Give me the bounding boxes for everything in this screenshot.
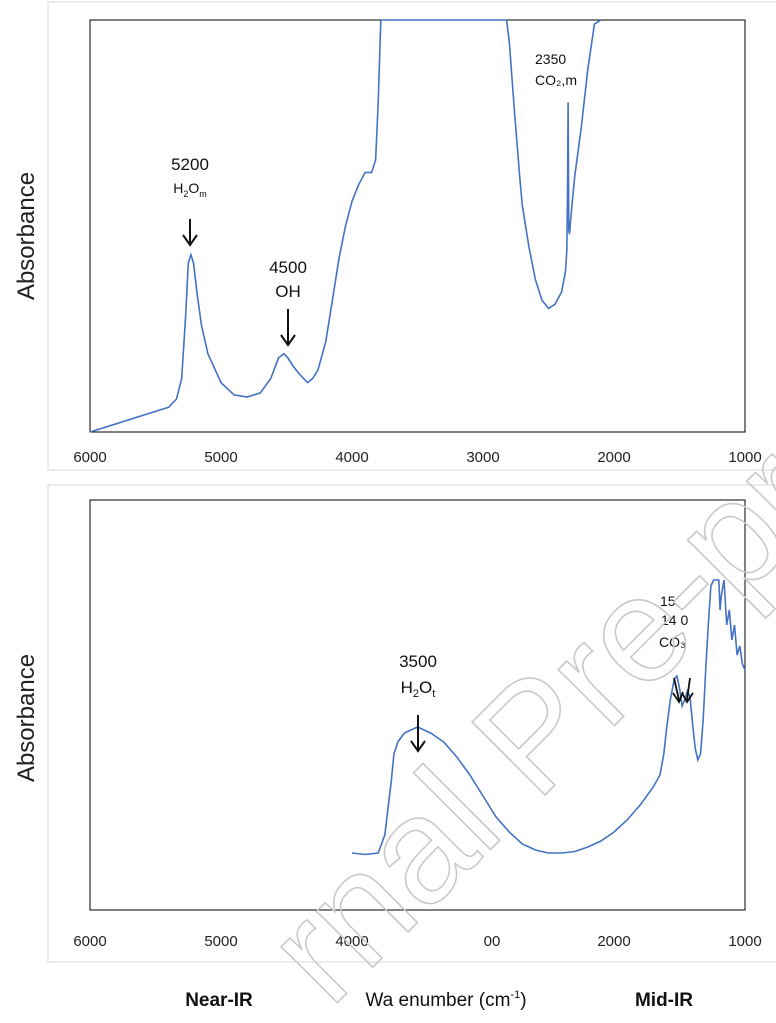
plot-area-top xyxy=(89,19,746,433)
tick-label: 5000 xyxy=(204,449,237,466)
tick-label: 3000 xyxy=(466,449,499,466)
watermark: rnal Pre-proof xyxy=(234,265,776,1023)
annotation-species: CO₂,m xyxy=(535,72,577,88)
tick-label: 2000 xyxy=(597,449,630,466)
tick-label: 1000 xyxy=(728,933,761,950)
x-ticks-top: 6000 5000 4000 3000 2000 1000 xyxy=(73,449,761,466)
arrow-head xyxy=(681,692,694,704)
annotation-4500: 4500 OH xyxy=(269,258,307,347)
tick-label: 4000 xyxy=(335,449,368,466)
annotation-3500: 3500 H2Ot xyxy=(399,652,437,753)
panel-border-top xyxy=(47,1,776,471)
arrow-shaft xyxy=(673,677,680,701)
plot-area-bottom xyxy=(89,499,746,911)
tick-label: 00 xyxy=(484,933,501,950)
annotation-carbonate: 15 14 0 CO₃ xyxy=(659,593,694,704)
tick-label: 6000 xyxy=(73,449,106,466)
chart-top: Absorbance 6000 5000 4000 3000 2000 1000… xyxy=(13,19,762,466)
footer-near-ir: Near-IR xyxy=(185,990,253,1011)
tick-label: 6000 xyxy=(73,933,106,950)
tick-label: 4000 xyxy=(335,933,368,950)
arrow-shaft xyxy=(686,677,691,701)
y-axis-label-bottom: Absorbance xyxy=(13,654,40,782)
annotation-species: H2Om xyxy=(173,180,207,199)
annotation-2350: 2350 CO₂,m xyxy=(535,51,577,88)
annotation-wavenumber: 3500 xyxy=(399,652,437,671)
tick-label: 2000 xyxy=(597,933,630,950)
y-axis-label-top: Absorbance xyxy=(13,172,40,300)
arrow-head xyxy=(410,740,426,753)
series-line-bottom xyxy=(351,579,746,856)
annotation-species: CO₃ xyxy=(659,634,686,650)
arrow-head xyxy=(672,691,684,704)
footer-axis-title: Wa enumber (cm-1) xyxy=(365,989,526,1011)
chart-bottom: Absorbance 6000 5000 4000 00 2000 1000 3… xyxy=(13,499,762,950)
annotation-wavenumber: 2350 xyxy=(535,51,566,67)
series-line-top xyxy=(89,19,602,433)
arrow-head xyxy=(182,234,198,247)
annotation-wavenumber: 4500 xyxy=(269,258,307,277)
panel-border-bottom xyxy=(47,484,776,963)
annotation-species: H2Ot xyxy=(401,678,436,700)
tick-label: 5000 xyxy=(204,933,237,950)
annotation-wavenumber-2: 14 0 xyxy=(661,612,688,628)
arrow-head xyxy=(280,334,296,347)
annotation-wavenumber: 5200 xyxy=(171,155,209,174)
footer-mid-ir: Mid-IR xyxy=(635,990,693,1011)
x-ticks-bottom: 6000 5000 4000 00 2000 1000 xyxy=(73,933,761,950)
annotation-species: OH xyxy=(275,282,301,301)
annotation-5200: 5200 H2Om xyxy=(171,155,209,247)
tick-label: 1000 xyxy=(728,449,761,466)
annotation-wavenumber: 15 xyxy=(660,593,676,609)
